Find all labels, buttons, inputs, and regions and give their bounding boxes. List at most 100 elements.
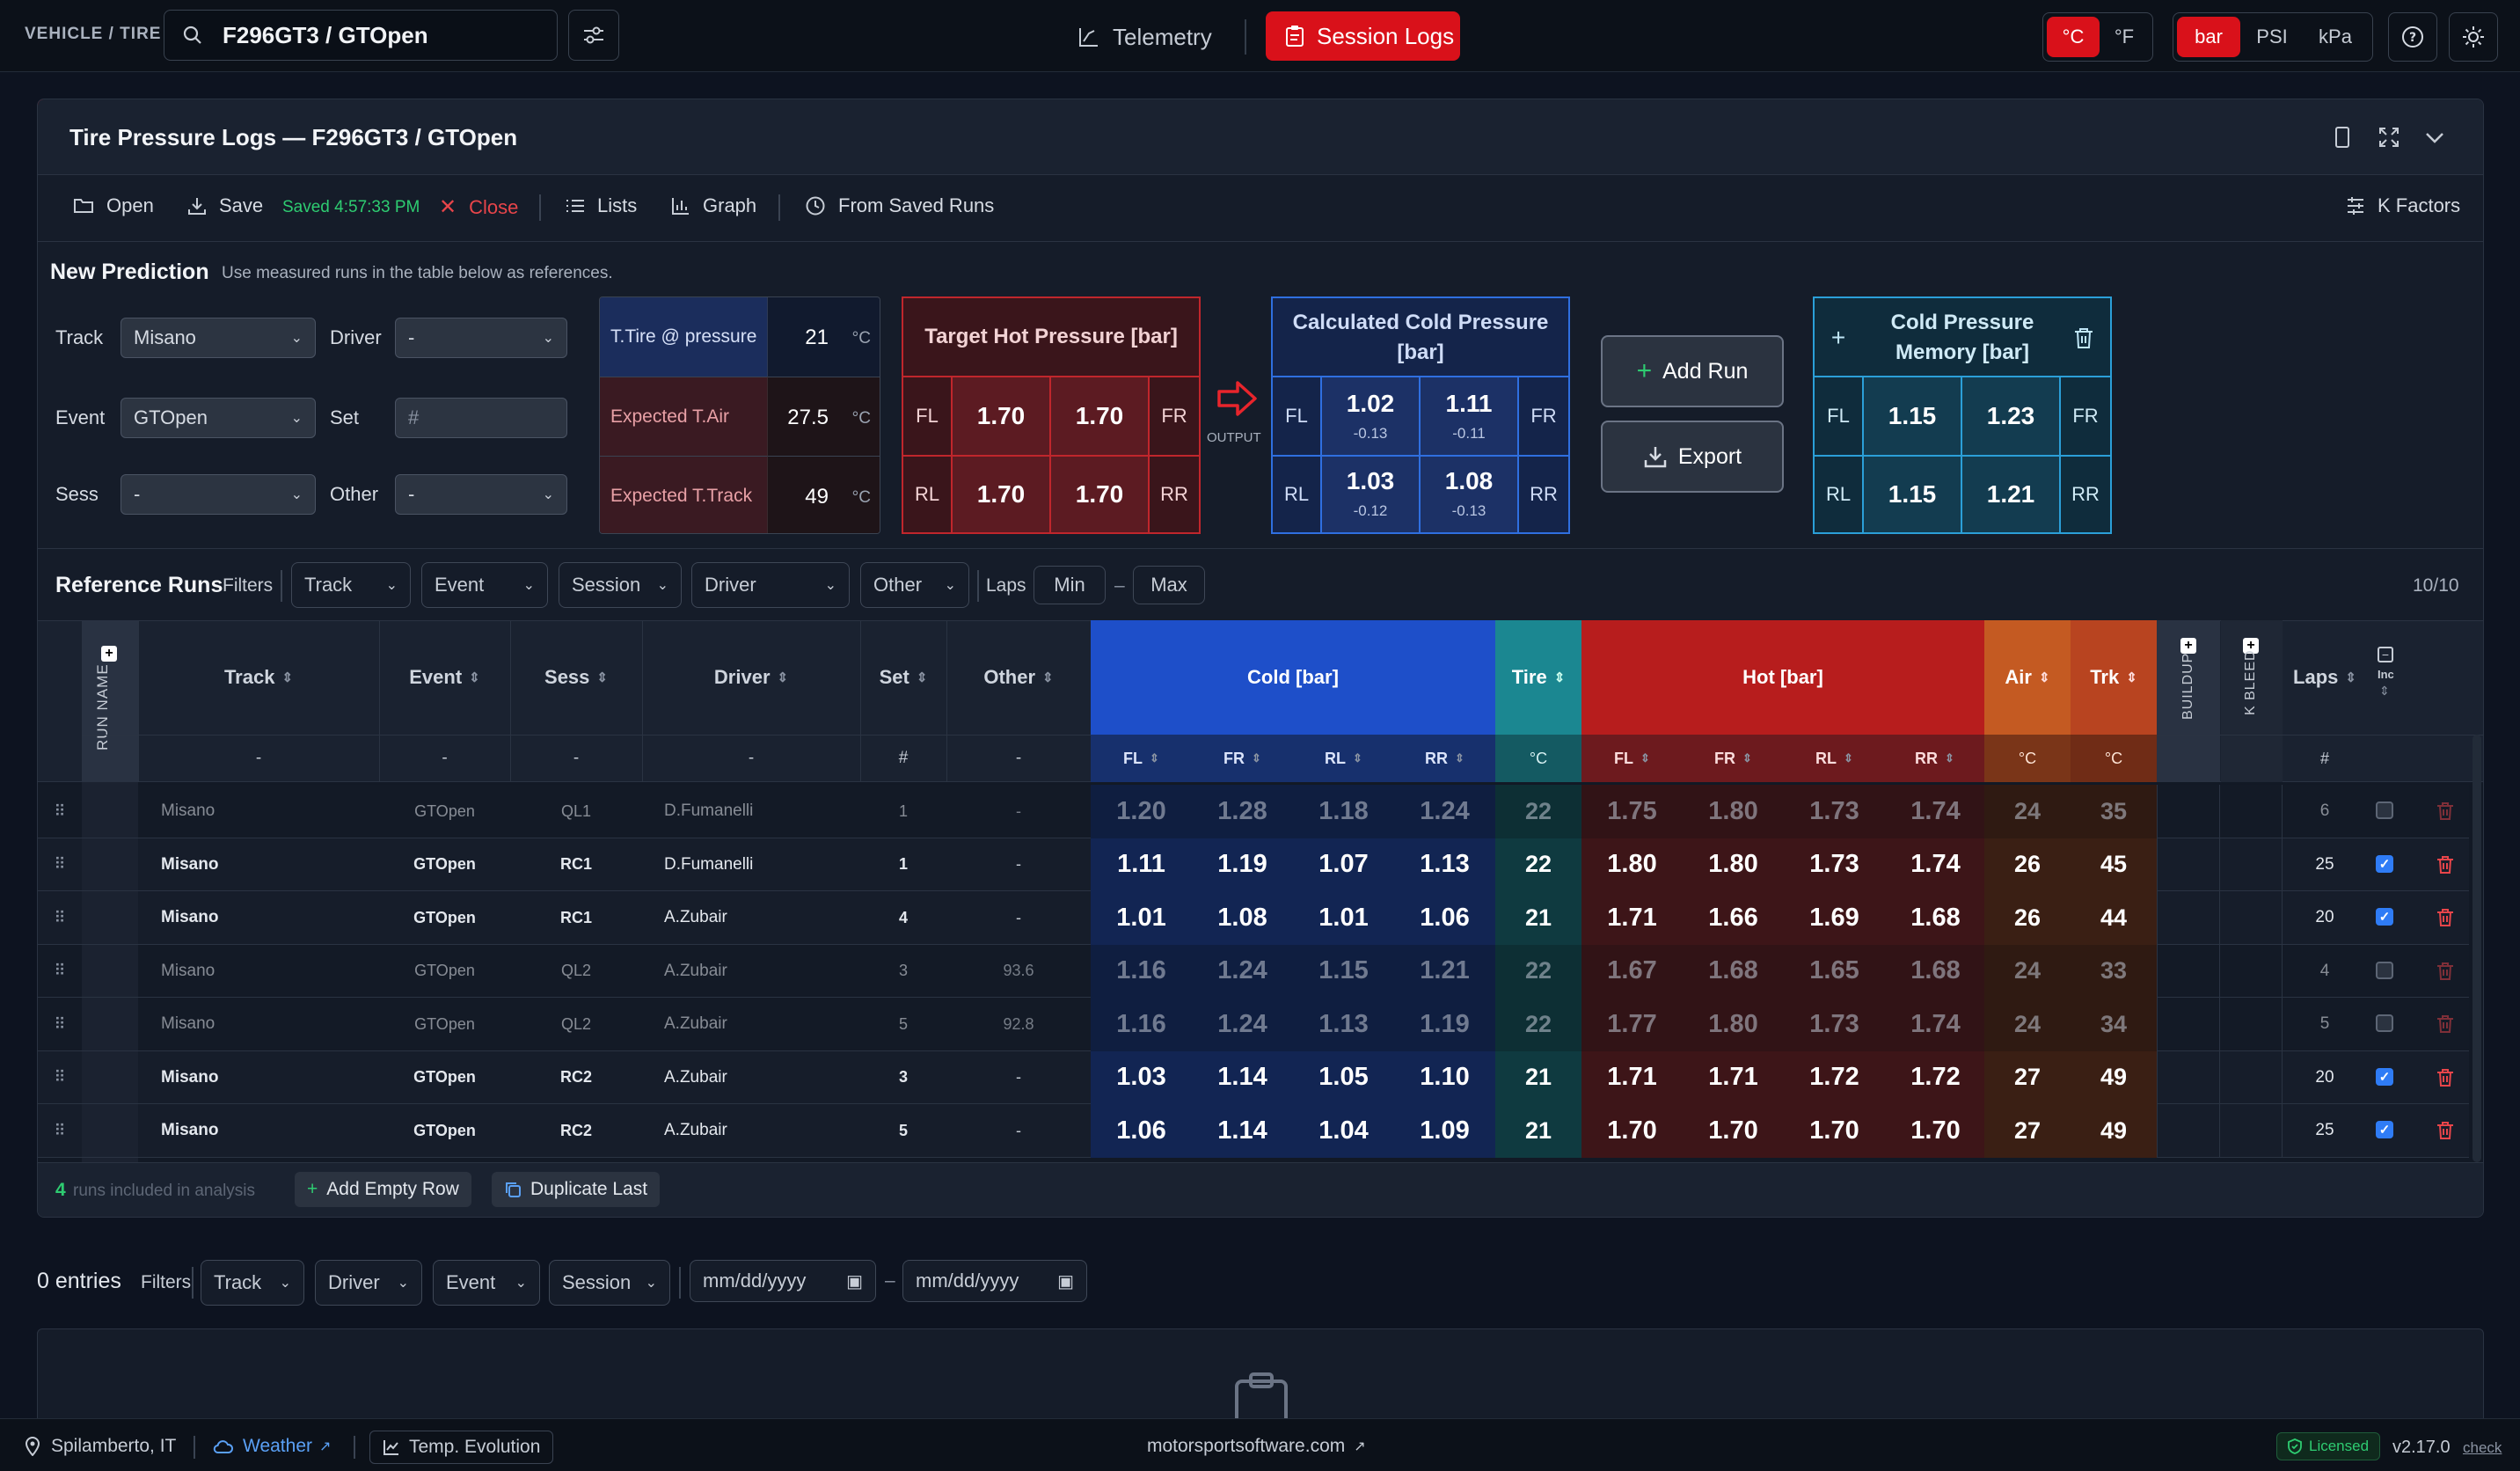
date-from-input[interactable]: mm/dd/yyyy ▣ [690,1260,876,1302]
filter-session[interactable]: Session ⌄ [559,562,682,608]
hot-fl-cell[interactable]: 1.71 [1607,903,1657,932]
tire-cell[interactable]: 22 [1524,1010,1552,1037]
target-rr-value[interactable]: 1.70 [1051,457,1150,532]
run-name-cell[interactable] [82,944,138,998]
set-cell[interactable]: 4 [898,908,908,926]
trk-cell[interactable]: 49 [2100,1064,2128,1091]
laps-cell[interactable]: 20 [2315,908,2334,927]
event-cell[interactable]: GTOpen [413,908,476,926]
hot-rl-cell[interactable]: 1.69 [1809,903,1859,932]
hot-rl-cell[interactable]: 1.73 [1809,796,1859,825]
hot-rr-cell[interactable]: 1.74 [1910,796,1961,825]
close-button[interactable]: ✕ Close [439,194,518,220]
air-temp-value[interactable]: 27.5 [787,406,829,429]
set-cell[interactable]: 3 [898,962,908,980]
include-checkbox[interactable]: ✓ [2376,1121,2393,1138]
air-cell[interactable]: 27 [2013,1064,2042,1091]
table-scrollbar[interactable] [2473,735,2481,1162]
other-cell[interactable]: - [1016,855,1021,874]
driver-cell[interactable]: A.Zubair [664,1121,727,1140]
other-header[interactable]: Other ⇕ [946,620,1091,735]
tire-cell[interactable]: 21 [1524,904,1552,931]
fullscreen-icon[interactable] [2378,126,2400,149]
include-checkbox[interactable]: ✓ [2376,908,2393,926]
k-factors-button[interactable]: K Factors [2346,194,2460,217]
driver-cell[interactable]: D.Fumanelli [664,854,754,874]
run-name-cell[interactable] [82,891,138,945]
trk-cell[interactable]: 49 [2100,1116,2128,1144]
kpa-button[interactable]: kPa [2319,26,2352,48]
hot-fl-cell[interactable]: 1.71 [1607,1063,1657,1092]
sub-hot-fr[interactable]: FR ⇕ [1683,735,1784,782]
entries-filter-track[interactable]: Track ⌄ [201,1260,304,1306]
sub-cold-fl[interactable]: FL ⇕ [1091,735,1192,782]
lists-button[interactable]: Lists [566,194,637,217]
track-cell[interactable]: Misano [161,961,215,980]
hot-rl-cell[interactable]: 1.72 [1809,1063,1859,1092]
cold-fl-cell[interactable]: 1.03 [1116,1063,1166,1092]
event-cell[interactable]: GTOpen [413,1068,476,1087]
cold-rl-cell[interactable]: 1.18 [1318,796,1369,825]
hot-fr-cell[interactable]: 1.80 [1708,850,1758,879]
open-button[interactable]: Open [73,194,154,217]
filter-track[interactable]: Track ⌄ [291,562,411,608]
memory-plus-icon[interactable]: + [1830,324,1846,351]
set-input[interactable]: # [395,398,567,438]
other-cell[interactable]: 92.8 [1003,1014,1034,1033]
trash-icon[interactable] [2073,326,2094,349]
track-header[interactable]: Track ⇕ [138,620,379,735]
driver-cell[interactable]: D.Fumanelli [664,801,754,821]
driver-cell[interactable]: A.Zubair [664,908,727,927]
add-run-button[interactable]: + Add Run [1601,335,1784,407]
from-saved-runs-button[interactable]: From Saved Runs [805,194,994,217]
cold-rr-cell[interactable]: 1.09 [1420,1116,1470,1145]
driver-header[interactable]: Driver ⇕ [642,620,860,735]
track-temp-value-cell[interactable]: 49 °C [767,456,880,533]
sess-cell[interactable]: QL2 [560,1014,592,1033]
filter-event[interactable]: Event ⌄ [421,562,548,608]
hot-fr-cell[interactable]: 1.80 [1708,1009,1758,1038]
set-cell[interactable]: 3 [898,1068,908,1087]
weather-link[interactable]: Weather ↗ [213,1436,331,1457]
save-button[interactable]: Save [187,194,263,217]
trash-icon[interactable] [2432,945,2458,999]
include-checkbox[interactable]: ✓ [2376,1067,2393,1086]
hot-rr-cell[interactable]: 1.70 [1910,1116,1961,1145]
inc-sort-icon[interactable]: ⇕ [2379,684,2390,698]
hot-fl-cell[interactable]: 1.70 [1607,1116,1657,1145]
laps-cell[interactable]: 25 [2315,854,2334,874]
session-logs-tab[interactable]: Session Logs [1266,11,1460,61]
entries-filter-driver[interactable]: Driver ⌄ [315,1260,422,1306]
set-cell[interactable]: 5 [898,1121,908,1139]
cold-rl-cell[interactable]: 1.01 [1318,903,1369,932]
hot-rr-cell[interactable]: 1.72 [1910,1063,1961,1092]
hot-fr-cell[interactable]: 1.66 [1708,903,1758,932]
drag-handle-icon[interactable]: ⠿ [54,1068,66,1087]
trk-cell[interactable]: 45 [2100,851,2128,878]
event-cell[interactable]: GTOpen [413,1121,476,1139]
hot-fr-cell[interactable]: 1.71 [1708,1063,1758,1092]
graph-button[interactable]: Graph [671,194,756,217]
air-cell[interactable]: 26 [2013,851,2042,878]
telemetry-tab[interactable]: Telemetry [1077,19,1212,55]
tire-cell[interactable]: 22 [1524,851,1552,878]
cold-fl-cell[interactable]: 1.06 [1116,1116,1166,1145]
search-box[interactable]: F296GT3 / GTOpen [164,10,558,61]
drag-handle-icon[interactable]: ⠿ [54,1014,66,1033]
other-cell[interactable]: - [1016,801,1021,820]
expand-buildup-button[interactable]: + [2180,638,2196,654]
sess-cell[interactable]: RC2 [559,1121,592,1139]
cold-rl-cell[interactable]: 1.07 [1318,850,1369,879]
hot-rl-cell[interactable]: 1.73 [1809,850,1859,879]
filter-other[interactable]: Other ⌄ [860,562,969,608]
target-fr-value[interactable]: 1.70 [1051,377,1150,455]
other-cell[interactable]: - [1016,1121,1021,1139]
sess-cell[interactable]: RC1 [559,855,592,874]
driver-select[interactable]: - ⌄ [395,318,567,358]
track-cell[interactable]: Misano [161,854,219,874]
help-button[interactable]: ? [2388,12,2437,62]
set-header[interactable]: Set ⇕ [860,620,946,735]
run-name-cell[interactable] [82,1104,138,1158]
track-cell[interactable]: Misano [161,801,215,821]
event-cell[interactable]: GTOpen [413,855,476,874]
